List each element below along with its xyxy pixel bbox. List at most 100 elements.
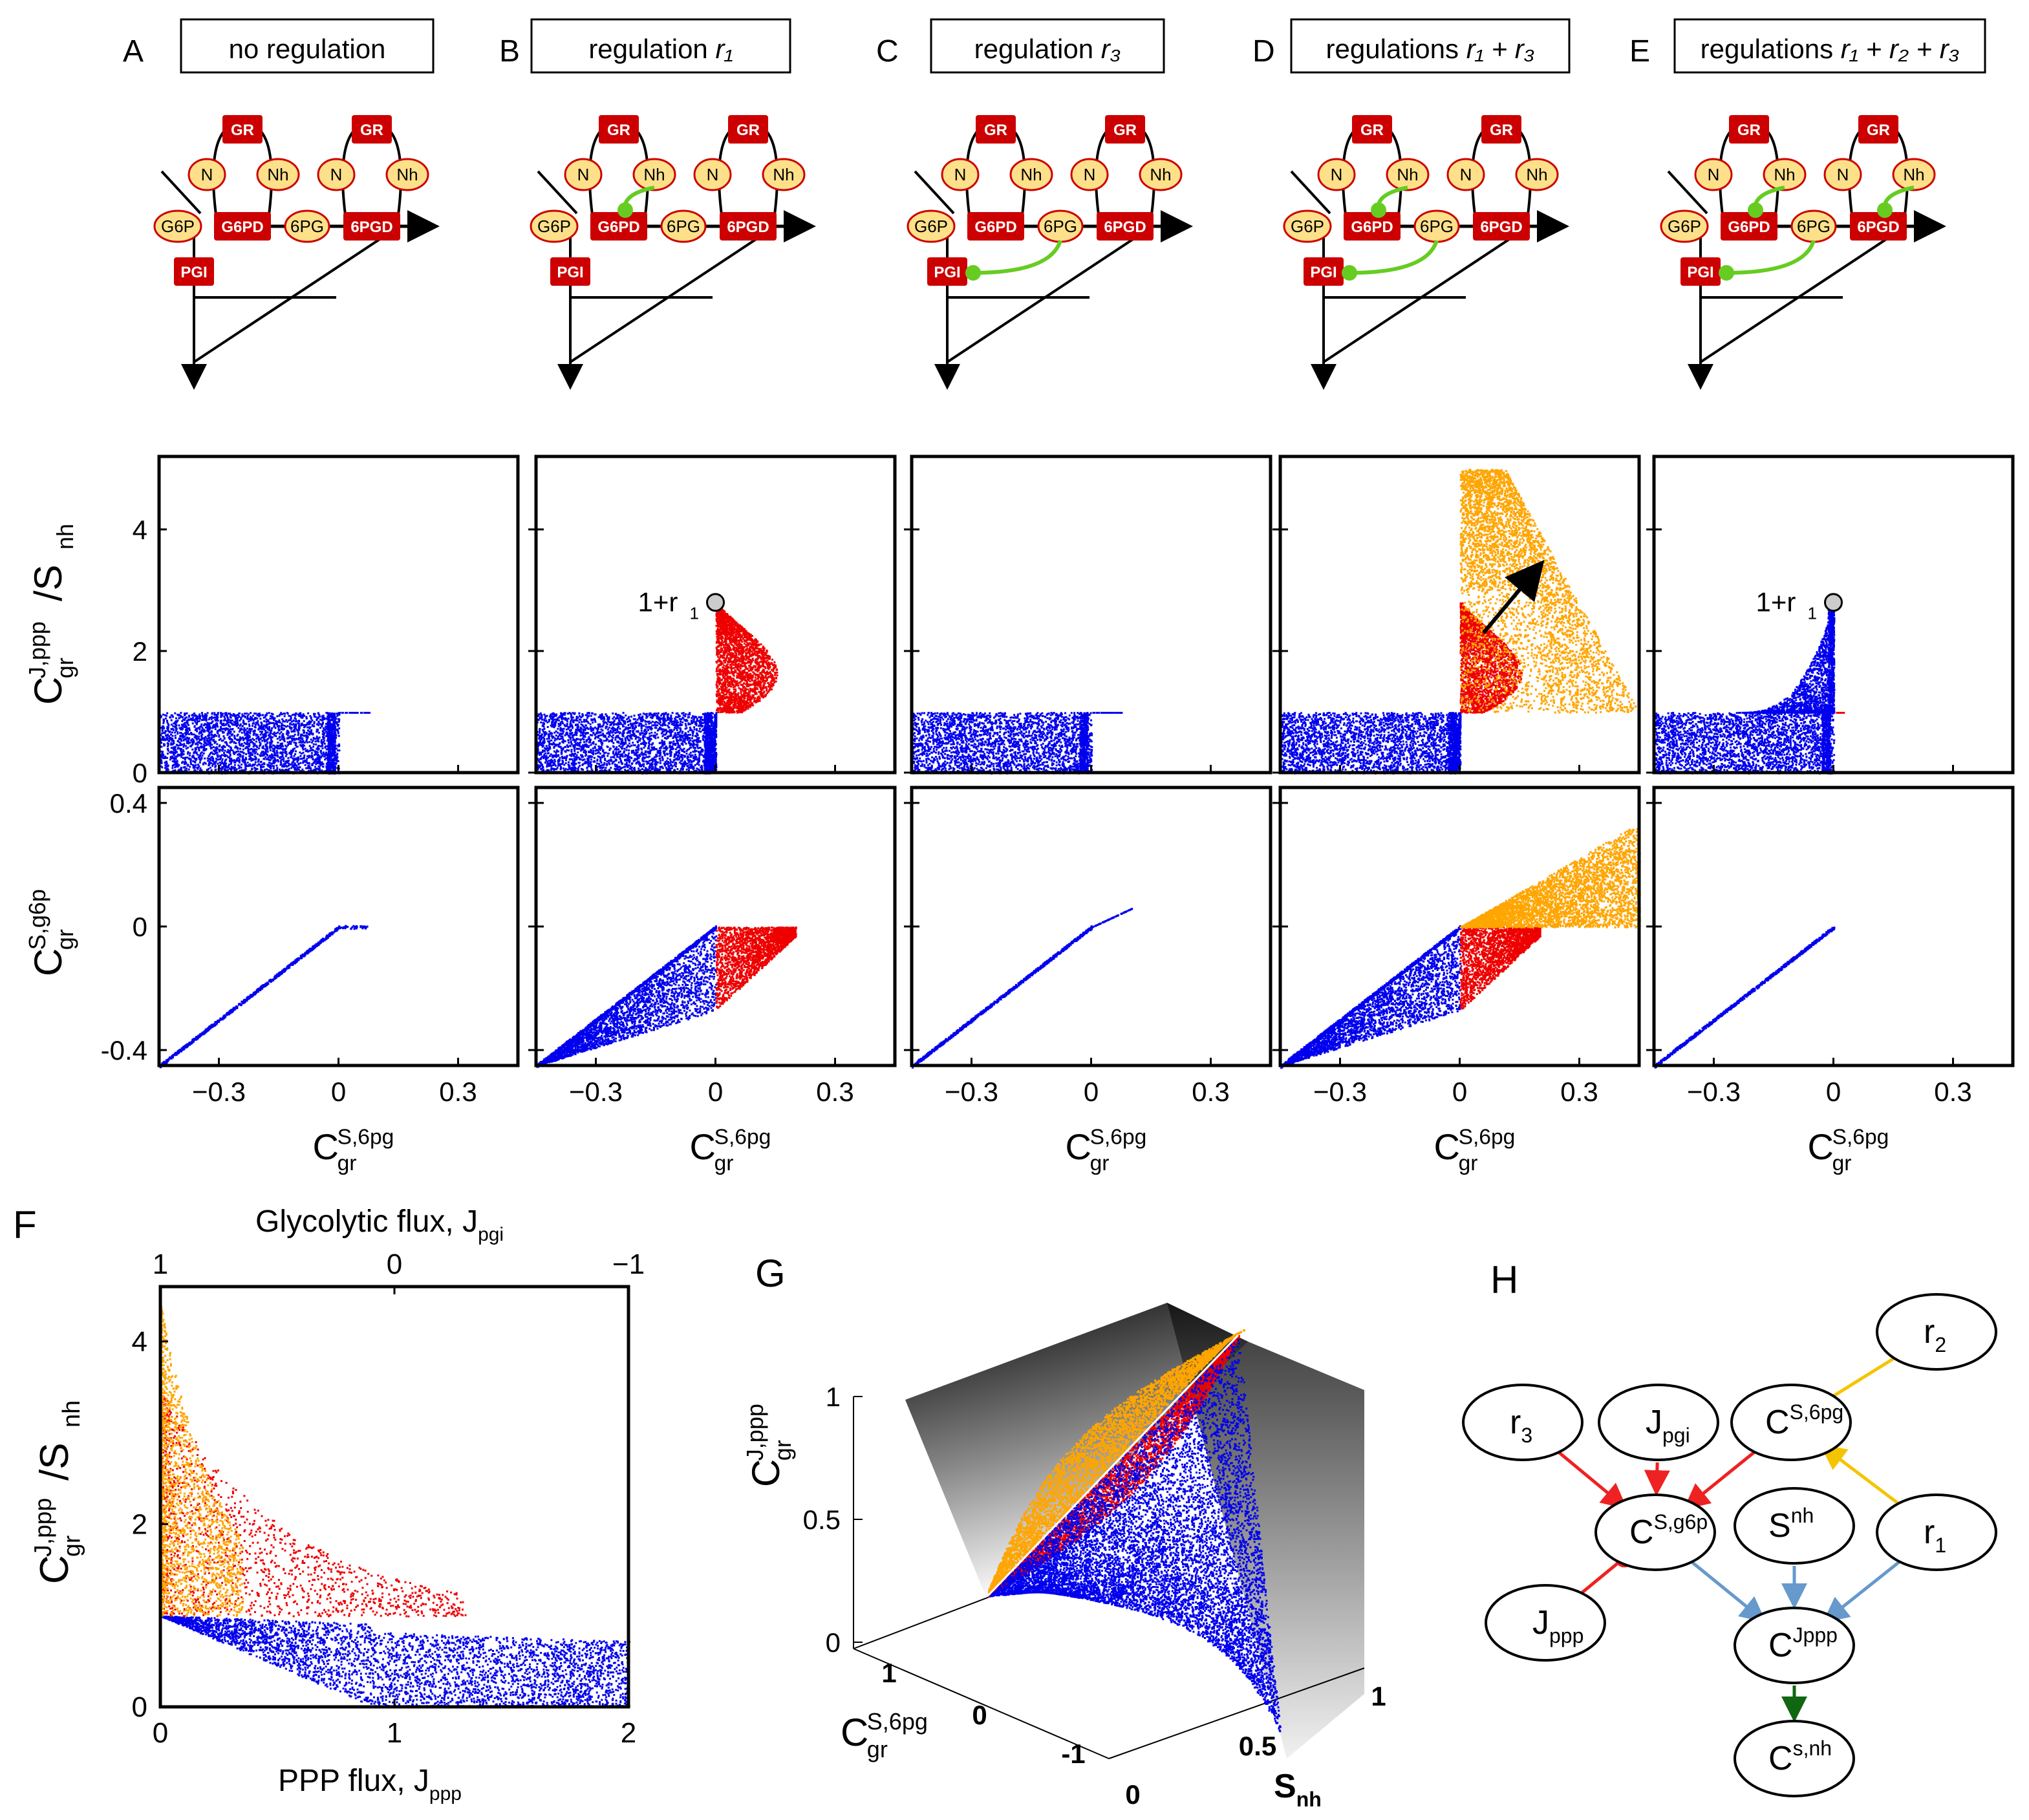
svg-text:Nh: Nh — [1526, 165, 1547, 184]
y-tick-label: 0 — [133, 758, 147, 788]
series-blue — [1654, 926, 1836, 1069]
panel-letter-d: D — [1252, 34, 1275, 69]
metabolite-n — [188, 158, 226, 191]
series-blue-points — [1654, 926, 1836, 1069]
panel-letter-b: B — [499, 34, 520, 69]
x-tick-label: -1 — [1061, 1739, 1085, 1769]
enzyme-g6pd — [967, 212, 1024, 241]
series-orange — [160, 1305, 244, 1617]
enzyme-pgi — [174, 257, 214, 286]
x-tick-label: −0.3 — [192, 1076, 246, 1107]
series-red — [715, 926, 797, 1009]
svg-text:GR: GR — [360, 122, 383, 139]
svg-text:Nh: Nh — [1903, 165, 1924, 184]
enzyme-gr — [1729, 115, 1769, 144]
x-tick-label: 1 — [881, 1658, 896, 1688]
series-blue-points — [536, 925, 718, 1068]
svg-text:gr: gr — [52, 658, 78, 678]
panel-letter-c: C — [876, 34, 899, 69]
svg-text:S,6pg: S,6pg — [867, 1708, 928, 1735]
metabolite-g6p — [153, 209, 202, 243]
x-tick-label: 0.3 — [1560, 1076, 1598, 1107]
s-tick-label: 1 — [1371, 1681, 1386, 1711]
svg-text:gr: gr — [867, 1736, 888, 1762]
svg-text:Cs,nh: Cs,nh — [1768, 1737, 1832, 1777]
svg-text:G6PD: G6PD — [974, 219, 1016, 236]
svg-text:C: C — [1434, 1126, 1460, 1167]
svg-text:C: C — [841, 1711, 868, 1754]
svg-text:C: C — [1066, 1126, 1091, 1167]
enzyme-6pgd — [1473, 212, 1530, 241]
series-red-points — [988, 1335, 1240, 1598]
enzyme-g6pd — [590, 212, 647, 241]
node-r2: r2 — [1876, 1293, 1997, 1371]
metabolite-nh — [1892, 158, 1936, 191]
svg-text:N: N — [1331, 165, 1343, 184]
series-red-points — [715, 602, 778, 714]
svg-text:Nh: Nh — [267, 165, 288, 184]
enzyme-g6pd — [1344, 212, 1401, 241]
x-tick-label: 0 — [331, 1076, 346, 1107]
x-tick-label: −0.3 — [1313, 1076, 1367, 1107]
metabolite-nh — [1139, 158, 1183, 191]
top-x-tick-label: 0 — [387, 1248, 402, 1280]
series-red — [1459, 926, 1541, 1010]
edge-r1-cs6pg — [1820, 1444, 1906, 1510]
metabolite-nh — [1386, 158, 1430, 191]
svg-text:J,ppp: J,ppp — [29, 1498, 56, 1557]
scatter-top-b: 1+r 1 — [528, 455, 897, 775]
svg-text:6PG: 6PG — [290, 217, 324, 236]
series-red — [1836, 712, 1845, 714]
panel-f: F 0 1 1 0 2 −1 0 2 4 PPP flux, Jppp Glycolytic flux… — [13, 1203, 645, 1804]
series-blue — [912, 712, 1123, 775]
metabolite-n — [1070, 158, 1109, 191]
enzyme-6pgd — [343, 212, 400, 241]
top-x-tick-label: 1 — [153, 1248, 168, 1280]
svg-text:r2: r2 — [1924, 1313, 1946, 1356]
title-box — [530, 18, 791, 74]
svg-text:S,6pg: S,6pg — [1832, 1125, 1889, 1149]
series-blue-points — [536, 712, 718, 775]
y-axis-label: CJ,ppp gr — [29, 1498, 85, 1584]
series-orange-points — [1459, 824, 1641, 928]
metabolite-nh — [632, 158, 676, 191]
svg-text:PGI: PGI — [180, 264, 207, 281]
enzyme-gr — [222, 115, 263, 144]
svg-text:N: N — [201, 165, 213, 184]
panel-h: Hr2 r3 Jpgi CS,6pg CS,g6p Snh r1 Jppp CJppp Cs,nh — [1462, 1258, 1997, 1797]
panel-title: regulation r₃ — [974, 34, 1121, 64]
x-tick-label: 0.3 — [1192, 1076, 1229, 1107]
svg-text:Snh: Snh — [1768, 1504, 1814, 1545]
series-blue — [536, 925, 718, 1068]
svg-text:gr: gr — [769, 1440, 796, 1461]
svg-text:PGI: PGI — [1310, 264, 1337, 281]
x-tick-label: 0 — [972, 1700, 987, 1730]
node-r1: r1 — [1876, 1493, 1997, 1571]
svg-text:N: N — [1837, 165, 1849, 184]
series-orange — [1459, 469, 1637, 714]
svg-text:N: N — [1460, 165, 1472, 184]
series-blue — [159, 712, 370, 775]
peak-marker — [706, 593, 725, 612]
row2-y-axis-label: CS,g6p gr — [24, 889, 78, 976]
metabolite-g6p — [530, 209, 579, 243]
x-tick-label: 0.3 — [816, 1076, 853, 1107]
svg-text:G6PD: G6PD — [221, 219, 263, 236]
svg-text:6PGD: 6PGD — [1480, 219, 1522, 236]
enzyme-gr — [352, 115, 392, 144]
y-tick-label: 2 — [133, 636, 147, 667]
metabolite-g6p — [907, 209, 956, 243]
svg-text:gr: gr — [1459, 1151, 1478, 1175]
enzyme-pgi — [1304, 257, 1344, 286]
svg-text:r1: r1 — [1924, 1514, 1946, 1557]
series-blue-points — [912, 908, 1133, 1069]
svg-text:C: C — [27, 948, 70, 976]
node-cs6pg: CS,6pg — [1730, 1384, 1852, 1461]
svg-text:6PGD: 6PGD — [727, 219, 769, 236]
svg-text:Nh: Nh — [1150, 165, 1171, 184]
scatter-top-a: 0 2 4 — [133, 455, 520, 788]
enzyme-6pgd — [1850, 212, 1907, 241]
